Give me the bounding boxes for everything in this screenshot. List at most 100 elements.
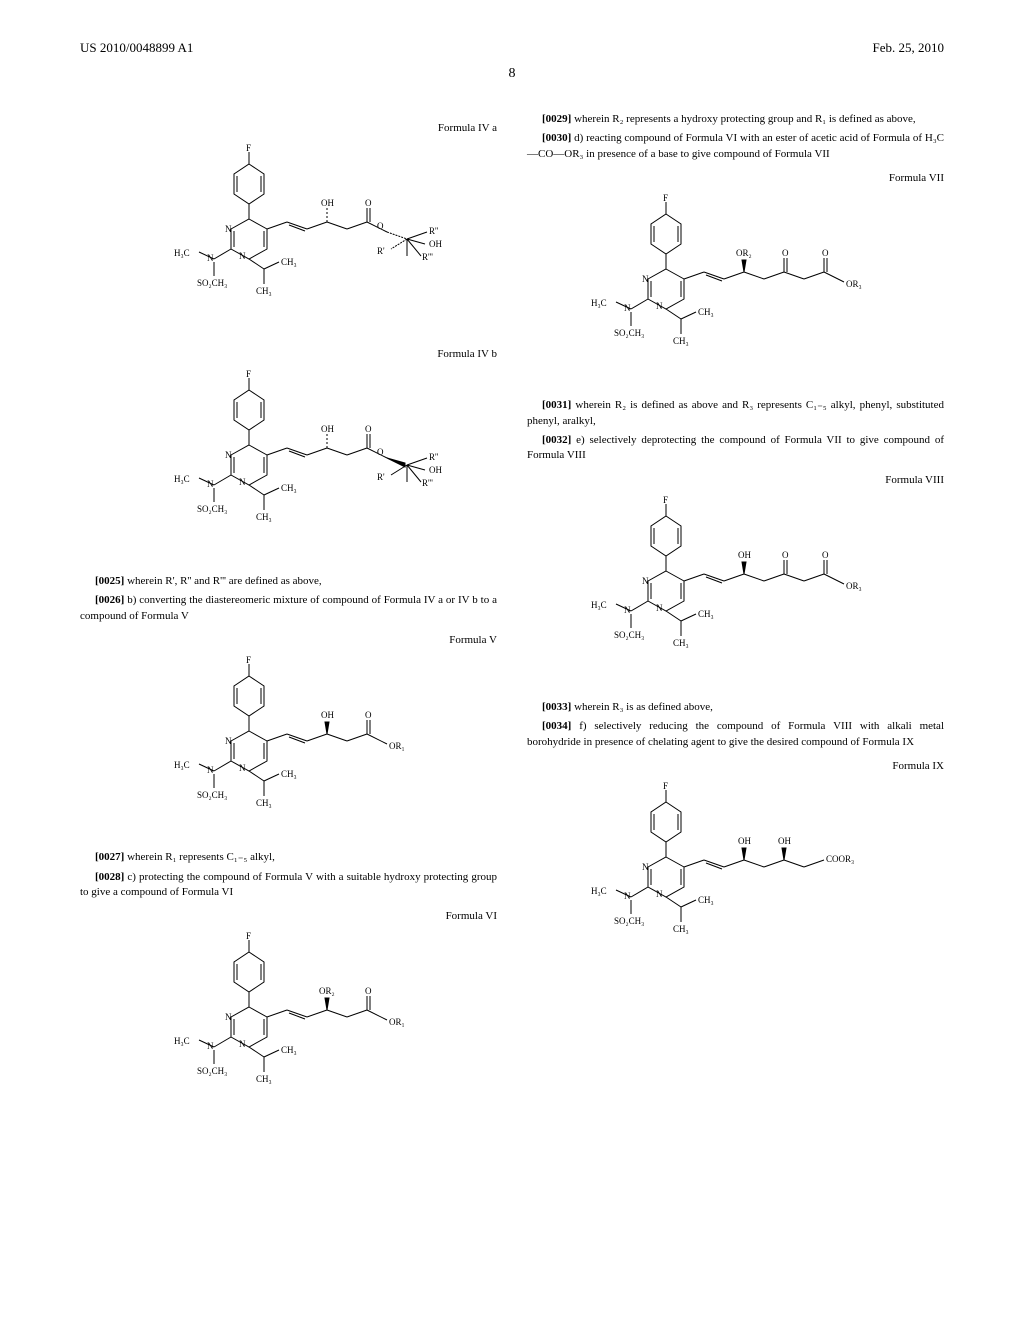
svg-text:CH₃: CH₃: [281, 1045, 297, 1055]
right-column: [0029] wherein R₂ represents a hydroxy p…: [527, 112, 944, 1126]
svg-text:R': R': [377, 246, 385, 256]
svg-text:CH₃: CH₃: [673, 336, 689, 346]
chemical-structure-ivb: F N N H₃C N SO₂CH₃ CH₃: [80, 370, 497, 564]
svg-text:OR₁: OR₁: [389, 1017, 405, 1027]
svg-text:OH: OH: [429, 239, 442, 249]
para-text: b) converting the diastereomeric mixture…: [80, 594, 497, 621]
svg-text:CH₃: CH₃: [281, 257, 297, 267]
svg-text:O: O: [377, 221, 384, 231]
svg-text:R'': R'': [429, 226, 439, 236]
svg-text:H₃C: H₃C: [174, 248, 190, 258]
svg-text:CH₃: CH₃: [256, 286, 272, 296]
paragraph-0032: [0032] e) selectively deprotecting the c…: [527, 433, 944, 464]
para-text: wherein R₂ is defined as above and R₃ re…: [527, 399, 944, 426]
paragraph-0033: [0033] wherein R₃ is as defined above,: [527, 700, 944, 715]
svg-text:F: F: [246, 656, 251, 665]
svg-text:F: F: [663, 496, 668, 505]
svg-text:O: O: [782, 248, 789, 258]
svg-text:N: N: [207, 253, 214, 263]
svg-text:F: F: [246, 370, 251, 379]
paragraph-0028: [0028] c) protecting the compound of For…: [80, 870, 497, 901]
svg-text:O: O: [365, 198, 372, 208]
svg-text:O: O: [822, 248, 829, 258]
svg-text:N: N: [642, 576, 649, 586]
para-text: e) selectively deprotecting the compound…: [527, 434, 944, 461]
paragraph-0034: [0034] f) selectively reducing the compo…: [527, 719, 944, 750]
svg-text:N: N: [642, 862, 649, 872]
chemical-structure-iva: F N N H₃C N SO₂CH₃: [80, 144, 497, 338]
svg-text:CH₃: CH₃: [673, 638, 689, 648]
svg-text:OH: OH: [738, 836, 751, 846]
svg-text:F: F: [663, 194, 668, 203]
svg-text:N: N: [624, 303, 631, 313]
svg-text:N: N: [207, 765, 214, 775]
formula-label-vi: Formula VI: [80, 910, 497, 922]
svg-text:R''': R''': [422, 478, 433, 488]
svg-text:O: O: [365, 424, 372, 434]
svg-text:SO₂CH₃: SO₂CH₃: [197, 1066, 227, 1076]
publication-number: US 2010/0048899 A1: [80, 40, 193, 56]
paragraph-0029: [0029] wherein R₂ represents a hydroxy p…: [527, 112, 944, 127]
chemical-structure-v: F N N H₃C N SO₂CH₃ CH₃: [80, 656, 497, 840]
svg-text:CH₃: CH₃: [256, 1074, 272, 1084]
svg-text:O: O: [365, 986, 372, 996]
formula-label-iva: Formula IV a: [80, 122, 497, 134]
svg-text:CH₃: CH₃: [256, 512, 272, 522]
svg-text:CH₃: CH₃: [281, 769, 297, 779]
svg-text:N: N: [225, 1012, 232, 1022]
para-number: [0032]: [542, 434, 571, 446]
svg-text:OH: OH: [778, 836, 791, 846]
svg-text:H₃C: H₃C: [174, 760, 190, 770]
para-text: wherein R₂ represents a hydroxy protecti…: [574, 113, 916, 125]
svg-text:N: N: [239, 1039, 246, 1049]
svg-text:SO₂CH₃: SO₂CH₃: [614, 630, 644, 640]
svg-text:COOR₃: COOR₃: [826, 854, 854, 864]
svg-text:OH: OH: [321, 710, 334, 720]
svg-text:CH₃: CH₃: [698, 307, 714, 317]
para-number: [0025]: [95, 575, 124, 587]
svg-text:H₃C: H₃C: [174, 1036, 190, 1046]
paragraph-0026: [0026] b) converting the diastereomeric …: [80, 593, 497, 624]
para-number: [0026]: [95, 594, 124, 606]
svg-text:OH: OH: [321, 424, 334, 434]
paragraph-0031: [0031] wherein R₂ is defined as above an…: [527, 398, 944, 429]
formula-label-viii: Formula VIII: [527, 474, 944, 486]
svg-text:N: N: [656, 301, 663, 311]
svg-text:N: N: [624, 605, 631, 615]
svg-text:OR₃: OR₃: [846, 581, 862, 591]
left-column: Formula IV a F N N: [80, 112, 497, 1126]
svg-text:N: N: [239, 477, 246, 487]
paragraph-0027: [0027] wherein R₁ represents C₁₋₅ alkyl,: [80, 850, 497, 865]
svg-text:N: N: [225, 736, 232, 746]
paragraph-0030: [0030] d) reacting compound of Formula V…: [527, 131, 944, 162]
svg-text:SO₂CH₃: SO₂CH₃: [197, 790, 227, 800]
svg-text:N: N: [225, 224, 232, 234]
chemical-structure-vii: F N N H₃C N SO₂CH₃ CH₃: [527, 194, 944, 388]
svg-text:CH₃: CH₃: [281, 483, 297, 493]
svg-text:H₃C: H₃C: [591, 600, 607, 610]
content-columns: Formula IV a F N N: [80, 112, 944, 1126]
svg-text:N: N: [656, 603, 663, 613]
formula-label-vii: Formula VII: [527, 172, 944, 184]
svg-text:O: O: [377, 447, 384, 457]
svg-text:F: F: [246, 144, 251, 153]
svg-text:N: N: [207, 1041, 214, 1051]
svg-text:CH₃: CH₃: [698, 609, 714, 619]
svg-text:O: O: [822, 550, 829, 560]
para-text: c) protecting the compound of Formula V …: [80, 871, 497, 898]
para-number: [0029]: [542, 113, 571, 125]
chemical-structure-vi: F N N H₃C N SO₂CH₃ CH₃: [80, 932, 497, 1116]
svg-text:H₃C: H₃C: [591, 298, 607, 308]
publication-date: Feb. 25, 2010: [873, 40, 945, 56]
svg-text:CH₃: CH₃: [698, 895, 714, 905]
svg-text:OR₃: OR₃: [846, 279, 862, 289]
page-header: US 2010/0048899 A1 Feb. 25, 2010: [80, 40, 944, 56]
svg-text:F: F: [246, 932, 251, 941]
para-number: [0030]: [542, 132, 571, 144]
svg-text:SO₂CH₃: SO₂CH₃: [614, 916, 644, 926]
svg-text:F: F: [663, 782, 668, 791]
svg-text:OR₂: OR₂: [319, 986, 335, 996]
svg-text:CH₃: CH₃: [256, 798, 272, 808]
para-text: wherein R', R'' and R''' are defined as …: [127, 575, 322, 587]
svg-text:N: N: [239, 251, 246, 261]
